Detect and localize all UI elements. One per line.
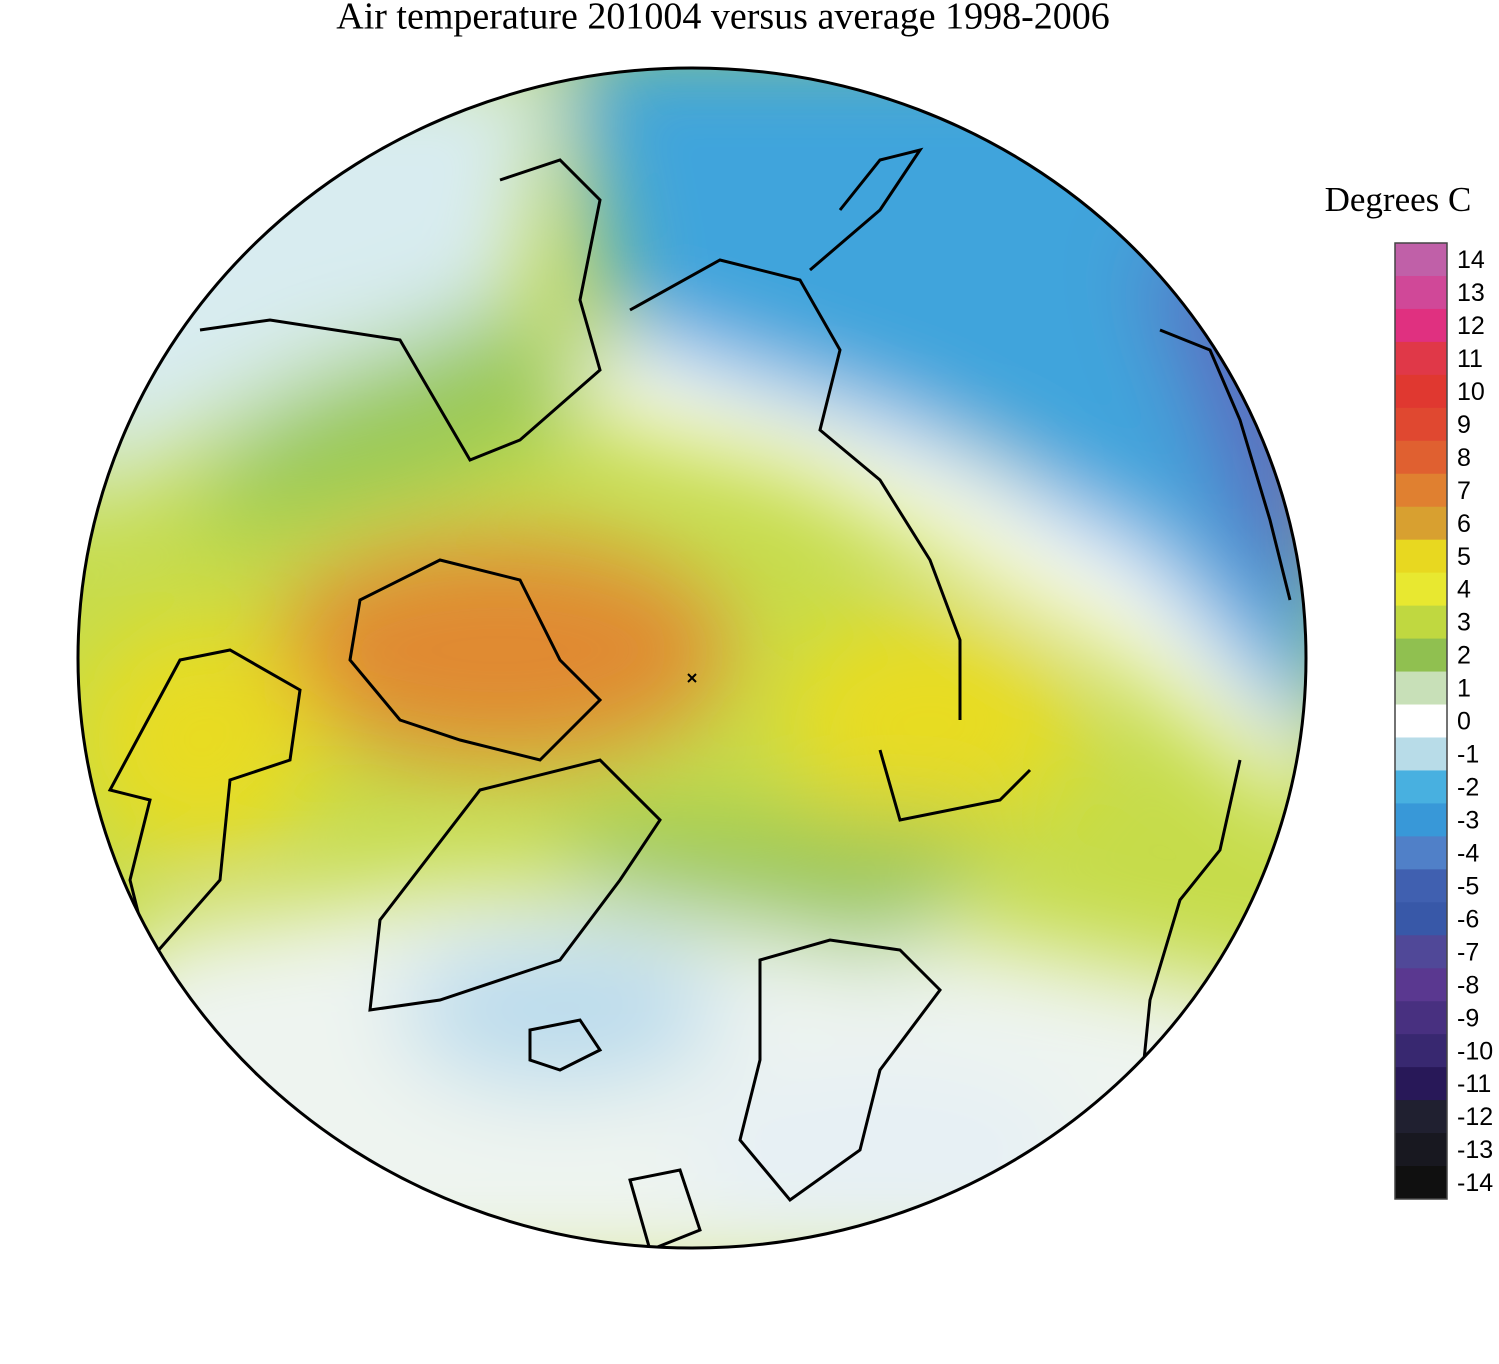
color-swatch bbox=[1395, 902, 1447, 936]
colorbar-tick-label: -3 bbox=[1457, 807, 1479, 835]
color-swatch bbox=[1395, 374, 1447, 409]
color-swatch bbox=[1395, 671, 1447, 706]
colorbar-tick-label: 14 bbox=[1457, 246, 1485, 274]
map-title: Air temperature 201004 versus average 19… bbox=[336, 0, 1109, 38]
colorbar-label: Degrees C bbox=[1325, 180, 1472, 219]
colorbar-tick-label: 4 bbox=[1457, 576, 1471, 604]
colorbar-tick-label: -13 bbox=[1457, 1136, 1493, 1164]
color-swatch bbox=[1395, 539, 1447, 574]
color-swatch bbox=[1395, 968, 1447, 1002]
colorbar-tick-label: 12 bbox=[1457, 312, 1485, 340]
colorbar-tick-label: 5 bbox=[1457, 543, 1471, 571]
color-swatch bbox=[1395, 506, 1447, 541]
colorbar-tick-label: 8 bbox=[1457, 444, 1471, 472]
coastlines bbox=[107, 147, 1292, 1248]
color-swatch bbox=[1395, 803, 1447, 837]
color-swatch bbox=[1395, 341, 1447, 376]
colorbar-frame bbox=[1394, 242, 1448, 1200]
colorbar-tick-label: 13 bbox=[1457, 279, 1485, 307]
color-swatch bbox=[1395, 1133, 1447, 1167]
color-swatch bbox=[1395, 473, 1447, 508]
colorbar-tick-label: 11 bbox=[1457, 345, 1483, 373]
colorbar-tick-label: 0 bbox=[1457, 708, 1471, 736]
colorbar-tick-label: 1 bbox=[1457, 675, 1471, 703]
colorbar-tick-label: 10 bbox=[1457, 378, 1485, 406]
north-pole-marker bbox=[687, 673, 697, 683]
color-swatch bbox=[1395, 638, 1447, 673]
colorbar-tick-label: -2 bbox=[1457, 774, 1479, 802]
colorbar-tick-label: -14 bbox=[1457, 1169, 1493, 1197]
color-swatch bbox=[1395, 308, 1447, 343]
colorbar-tick-label: -6 bbox=[1457, 905, 1479, 933]
color-swatch bbox=[1395, 737, 1447, 771]
color-swatch bbox=[1395, 1034, 1447, 1068]
color-swatch bbox=[1395, 572, 1447, 607]
colorbar-tick-label: -5 bbox=[1457, 872, 1479, 900]
color-swatch bbox=[1395, 605, 1447, 640]
temperature-field bbox=[78, 68, 1306, 1248]
color-swatch bbox=[1395, 1067, 1447, 1101]
colorbar-tick-label: 9 bbox=[1457, 411, 1471, 439]
colorbar-tick-label: -1 bbox=[1457, 741, 1479, 769]
colorbar-tick-label: -4 bbox=[1457, 839, 1479, 867]
colorbar-tick-label: 7 bbox=[1457, 477, 1471, 505]
colorbar-tick-label: -11 bbox=[1457, 1070, 1491, 1098]
colorbar-tick-label: 3 bbox=[1457, 609, 1471, 637]
colorbar-tick-label: -7 bbox=[1457, 938, 1479, 966]
colorbar-tick-label: 2 bbox=[1457, 642, 1471, 670]
color-swatch bbox=[1395, 869, 1447, 903]
color-swatch bbox=[1395, 243, 1447, 277]
map-border bbox=[76, 66, 1308, 1250]
color-swatch bbox=[1395, 704, 1447, 738]
color-swatch bbox=[1395, 1166, 1447, 1200]
colorbar-tick-label: -9 bbox=[1457, 1004, 1479, 1032]
color-swatch bbox=[1395, 1100, 1447, 1134]
color-swatch bbox=[1395, 836, 1447, 870]
colorbar-tick-label: -8 bbox=[1457, 971, 1479, 999]
color-swatch bbox=[1395, 770, 1447, 804]
colorbar: 14131211109876543210-1-2-3-4-5-6-7-8-9-1… bbox=[1395, 243, 1493, 1200]
colorbar-tick-label: -10 bbox=[1457, 1037, 1493, 1065]
color-swatch bbox=[1395, 407, 1447, 442]
colorbar-tick-label: 6 bbox=[1457, 510, 1471, 538]
color-swatch bbox=[1395, 275, 1447, 310]
colorbar-tick-label: -12 bbox=[1457, 1103, 1493, 1131]
color-swatch bbox=[1395, 440, 1447, 475]
color-swatch bbox=[1395, 935, 1447, 969]
color-swatch bbox=[1395, 1001, 1447, 1035]
